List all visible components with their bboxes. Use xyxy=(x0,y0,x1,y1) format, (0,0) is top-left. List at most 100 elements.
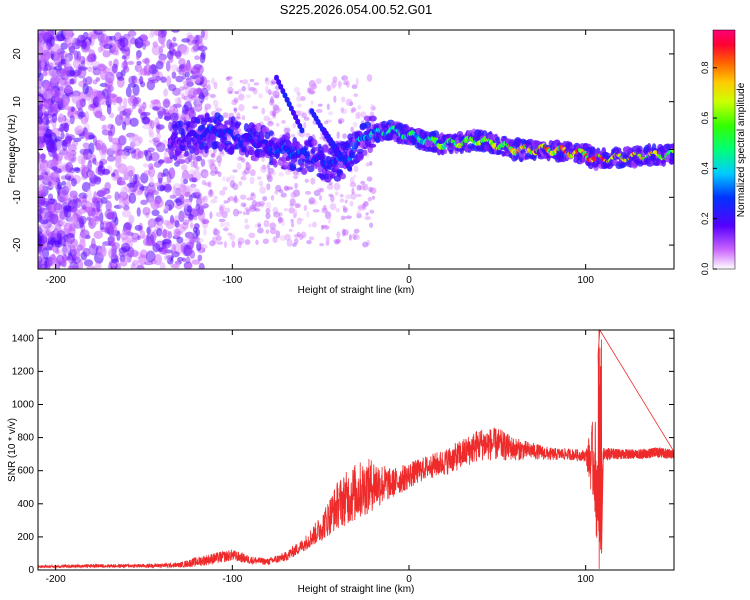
spectrogram-cell xyxy=(50,77,59,83)
spectrogram-cell xyxy=(272,90,280,98)
figure-title: S225.2026.054.00.52.G01 xyxy=(280,2,433,17)
spectrogram-ytick-label: 20 xyxy=(12,48,23,60)
spectrogram-cell xyxy=(128,192,137,204)
spectrogram-cell xyxy=(157,159,165,164)
spectrogram-cell xyxy=(71,92,80,104)
spectrogram-cell xyxy=(243,168,250,175)
spectrogram-cell xyxy=(94,262,101,269)
spectrogram-cell xyxy=(193,146,200,156)
spectrogram-cell xyxy=(226,76,233,80)
spectrogram-cell xyxy=(183,95,188,101)
spectrogram-cell xyxy=(198,262,205,269)
spectrogram-cell xyxy=(180,164,188,171)
spectrogram-cell xyxy=(212,99,219,106)
spectrogram-cell xyxy=(308,199,314,205)
spectrogram-cell xyxy=(139,76,144,85)
spectrogram-cell xyxy=(141,116,150,125)
spectrogram-cell xyxy=(349,101,354,106)
spectrogram-cell xyxy=(95,142,102,151)
spectrogram-cell xyxy=(292,242,297,247)
spectrogram-cell xyxy=(202,203,209,209)
spectrogram-xtick-label: 100 xyxy=(577,275,594,286)
spectrogram-cell xyxy=(268,130,274,136)
spectrogram-cell xyxy=(156,124,165,130)
spectrogram-cell xyxy=(266,183,271,191)
spectrogram-cell xyxy=(283,207,289,212)
spectrogram-cell xyxy=(244,207,251,212)
spectrogram-cell xyxy=(39,223,47,228)
spectrogram-cell xyxy=(324,120,329,125)
spectrogram-cell xyxy=(91,90,100,97)
spectrogram-cell xyxy=(311,200,318,206)
spectrogram-cell xyxy=(215,235,222,242)
spectrogram-cell xyxy=(105,221,112,229)
spectrogram-cell xyxy=(256,176,262,180)
spectrogram-cell xyxy=(296,91,301,97)
spectrogram-cell xyxy=(671,149,674,154)
spectrogram-cell xyxy=(237,156,242,161)
spectrogram-cell xyxy=(185,114,190,122)
spectrogram-cell xyxy=(229,233,236,241)
spectrogram-cell xyxy=(310,83,318,90)
spectrogram-cell xyxy=(129,117,139,127)
snr-xtick-label: 0 xyxy=(406,574,412,585)
spectrogram-cell xyxy=(317,165,323,173)
spectrogram-cell xyxy=(109,93,119,103)
spectrogram-cell xyxy=(49,141,58,154)
spectrogram-cell xyxy=(269,227,277,235)
spectrogram-cell xyxy=(310,90,316,95)
spectrogram-cell xyxy=(57,127,66,132)
spectrogram-cell xyxy=(300,167,308,176)
spectrogram-cell xyxy=(362,201,369,207)
snr-ylabel: SNR (10 * v/v) xyxy=(7,418,18,482)
spectrogram-cell xyxy=(184,71,190,78)
spectrogram-cell xyxy=(321,224,328,228)
spectrogram-cell xyxy=(211,152,216,158)
spectrogram-cell xyxy=(82,247,91,257)
spectrogram-cell xyxy=(132,138,142,147)
spectrogram-cell xyxy=(245,163,252,171)
spectrogram-cell xyxy=(337,119,342,124)
spectrogram-cell xyxy=(94,215,100,222)
spectrogram-cell xyxy=(219,189,226,196)
spectrogram-cell xyxy=(192,157,198,169)
spectrogram-cell xyxy=(275,184,282,192)
spectrogram-cell xyxy=(210,166,216,174)
spectrogram-cell xyxy=(93,230,103,239)
spectrogram-cell xyxy=(129,249,139,258)
spectrogram-cell xyxy=(136,60,142,65)
spectrogram-cell xyxy=(209,93,216,99)
spectrogram-cell xyxy=(200,30,205,39)
spectrogram-cell xyxy=(125,107,134,113)
spectrogram-cell xyxy=(118,251,128,257)
spectrogram-cell xyxy=(294,209,298,216)
spectrogram-cell xyxy=(200,196,207,201)
spectrogram-cell xyxy=(174,97,180,104)
spectrogram-cell xyxy=(116,180,127,186)
spectrogram-cell xyxy=(51,157,58,167)
spectrogram-cell xyxy=(222,176,226,182)
spectrogram-cell xyxy=(67,42,75,51)
spectrogram-cell xyxy=(374,136,381,144)
spectrogram-cell xyxy=(179,187,186,195)
spectrogram-cell xyxy=(260,165,267,173)
spectrogram-cell xyxy=(163,219,171,226)
spectrogram-cell xyxy=(443,148,448,155)
spectrogram-cell xyxy=(219,203,226,212)
spectrogram-cell xyxy=(124,229,133,237)
spectrogram-cell xyxy=(38,230,43,235)
spectrogram-cell xyxy=(290,109,296,116)
snr-xtick-label: 100 xyxy=(577,574,594,585)
spectrogram-cell xyxy=(312,209,320,213)
spectrogram-cell xyxy=(356,193,362,198)
spectrogram-cell xyxy=(249,193,257,201)
spectrogram-cell xyxy=(60,67,68,78)
spectrogram-cell xyxy=(121,151,128,160)
spectrogram-cell xyxy=(334,191,339,196)
spectrogram-cell xyxy=(276,122,280,127)
spectrogram-cell xyxy=(260,203,264,208)
spectrogram-cell xyxy=(164,254,172,262)
spectrogram-cell xyxy=(317,103,323,107)
spectrogram-cell xyxy=(350,126,354,133)
